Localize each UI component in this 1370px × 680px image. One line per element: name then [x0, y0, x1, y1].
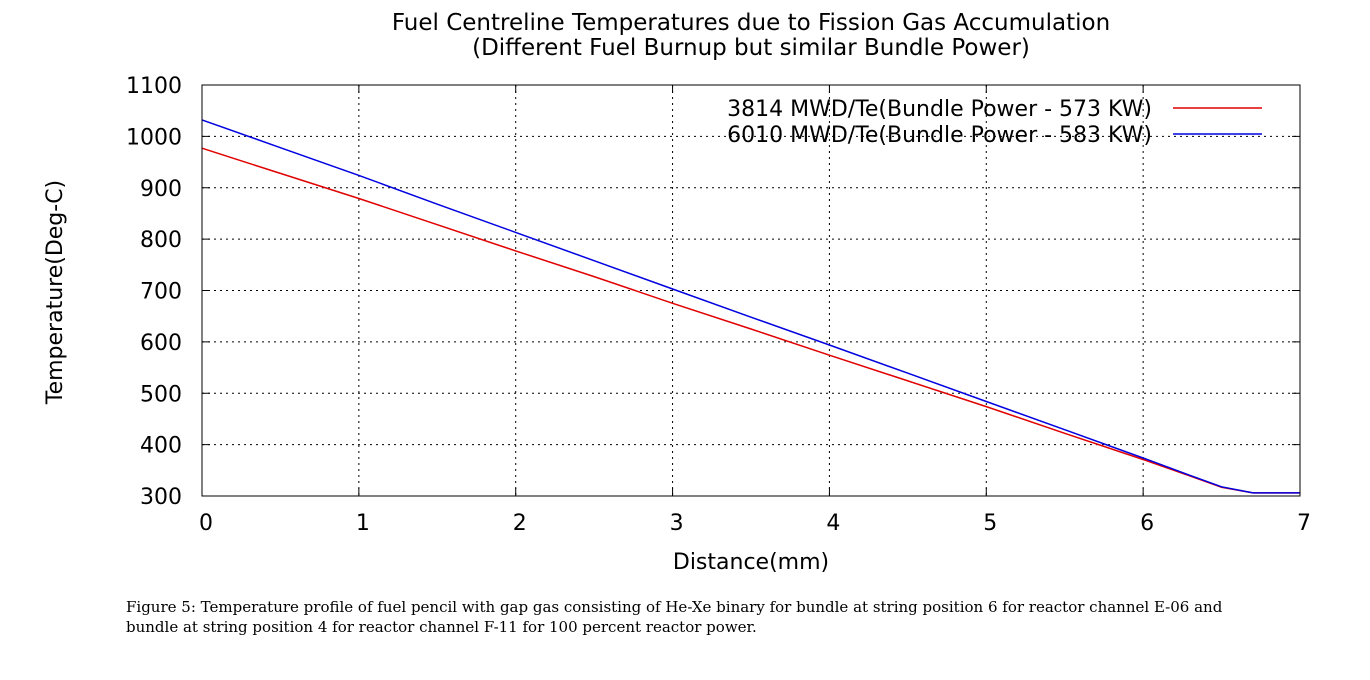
x-tick-label: 2: [513, 511, 527, 536]
series-line-1: [201, 147, 1300, 494]
x-axis-label: Distance(mm): [673, 550, 829, 575]
series-line-2: [201, 119, 1300, 494]
x-tick-label: 4: [826, 511, 840, 536]
y-tick-label: 1000: [126, 125, 182, 150]
chart-subtitle: (Different Fuel Burnup but similar Bundl…: [472, 35, 1030, 61]
y-tick-label: 800: [140, 228, 182, 253]
y-tick-label: 300: [140, 485, 182, 510]
figure-caption: Figure 5: Temperature profile of fuel pe…: [126, 598, 1223, 636]
y-tick-label: 1100: [126, 74, 182, 99]
legend-label-2: 6010 MWD/Te(Bundle Power - 583 KW): [727, 123, 1152, 148]
x-tick-label: 5: [983, 511, 997, 536]
grid: [202, 85, 1300, 496]
y-tick-label: 500: [140, 382, 182, 407]
x-tick-label: 7: [1297, 511, 1311, 536]
legend-label-1: 3814 MWD/Te(Bundle Power - 573 KW): [727, 97, 1152, 122]
x-tick-label: 1: [356, 511, 370, 536]
y-tick-label: 700: [140, 280, 182, 305]
y-axis-label: Temperature(Deg-C): [43, 180, 68, 405]
x-tick-label: 6: [1140, 511, 1154, 536]
y-tick-label: 400: [140, 434, 182, 459]
tick-labels: 300 400 500 600 700 800 900 1000 1100 0 1 2 3 4 5 6 7: [126, 74, 1311, 536]
temperature-chart: Fuel Centreline Temperatures due to Fiss…: [43, 10, 1311, 575]
chart-title: Fuel Centreline Temperatures due to Fiss…: [392, 10, 1110, 36]
legend: 3814 MWD/Te(Bundle Power - 573 KW)6010 M…: [727, 97, 1262, 148]
y-tick-label: 600: [140, 331, 182, 356]
x-tick-label: 0: [199, 511, 213, 536]
series-group: [201, 119, 1300, 494]
x-tick-label: 3: [670, 511, 684, 536]
y-tick-label: 900: [140, 177, 182, 202]
